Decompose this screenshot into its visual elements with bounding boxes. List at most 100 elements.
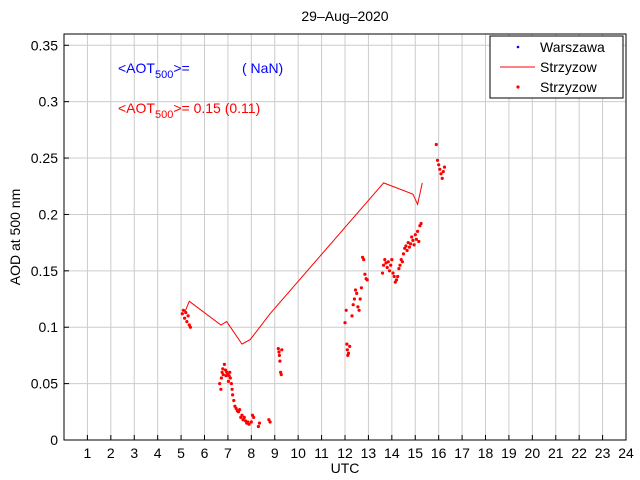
data-point-strzyzow bbox=[413, 233, 417, 237]
x-tick-label: 24 bbox=[618, 445, 634, 461]
data-point-strzyzow bbox=[277, 353, 281, 357]
data-point-strzyzow bbox=[184, 311, 188, 315]
data-point-strzyzow bbox=[439, 172, 443, 176]
data-point-strzyzow bbox=[231, 393, 235, 397]
y-tick-label: 0.25 bbox=[31, 150, 58, 166]
data-point-strzyzow bbox=[188, 325, 192, 329]
data-point-strzyzow bbox=[226, 379, 230, 383]
x-tick-label: 22 bbox=[571, 445, 587, 461]
annotation-warszawa: <AOT500>= bbox=[118, 60, 190, 81]
y-tick-label: 0.35 bbox=[31, 37, 58, 53]
data-point-strzyzow bbox=[242, 415, 246, 419]
data-point-strzyzow bbox=[410, 235, 414, 239]
grid bbox=[64, 34, 627, 441]
data-point-strzyzow bbox=[356, 305, 360, 309]
x-tick-label: 17 bbox=[454, 445, 470, 461]
data-point-strzyzow bbox=[362, 258, 366, 262]
data-point-strzyzow bbox=[442, 165, 447, 169]
annotation-strzyzow-prefix: <AOT bbox=[118, 100, 155, 116]
data-point-strzyzow bbox=[278, 359, 282, 363]
data-point-strzyzow bbox=[232, 398, 236, 403]
data-point-strzyzow bbox=[387, 269, 392, 273]
data-point-strzyzow bbox=[247, 422, 251, 426]
x-tick-label: 9 bbox=[271, 445, 279, 461]
y-tick-label: 0.1 bbox=[39, 319, 59, 335]
y-axis: 0 0.05 0.1 0.15 0.2 0.25 0.3 0.35 bbox=[31, 37, 69, 448]
data-point-strzyzow bbox=[363, 272, 367, 276]
x-tick-label: 19 bbox=[501, 445, 517, 461]
data-point-strzyzow bbox=[398, 263, 402, 267]
x-tick-label: 10 bbox=[290, 445, 306, 461]
x-tick-label: 21 bbox=[548, 445, 564, 461]
data-point-strzyzow bbox=[406, 241, 410, 245]
annotation-warszawa-suffix: >= bbox=[173, 60, 189, 76]
data-point-strzyzow bbox=[219, 376, 223, 380]
data-point-strzyzow bbox=[386, 260, 390, 264]
x-tick-label: 11 bbox=[314, 445, 329, 461]
annotation-strzyzow-sub: 500 bbox=[155, 109, 173, 121]
data-point-strzyzow bbox=[435, 158, 440, 162]
x-tick-label: 6 bbox=[201, 445, 209, 461]
x-tick-label: 4 bbox=[154, 445, 162, 461]
data-point-strzyzow bbox=[219, 387, 223, 391]
x-tick-label: 14 bbox=[384, 445, 400, 461]
data-point-strzyzow bbox=[385, 265, 389, 270]
data-point-strzyzow bbox=[397, 267, 401, 271]
data-point-strzyzow bbox=[252, 415, 256, 419]
data-point-strzyzow bbox=[353, 288, 358, 292]
y-axis-title: AOD at 500 nm bbox=[7, 189, 23, 286]
data-point-strzyzow bbox=[441, 170, 445, 174]
data-point-strzyzow bbox=[394, 278, 399, 282]
data-point-strzyzow bbox=[181, 308, 185, 312]
data-point-strzyzow bbox=[221, 373, 225, 377]
data-point-strzyzow bbox=[404, 244, 408, 248]
annotation-strzyzow: <AOT500>= 0.15 (0.11) bbox=[118, 100, 260, 121]
data-point-strzyzow bbox=[186, 314, 190, 318]
annotation-strzyzow-suffix: >= 0.15 (0.11) bbox=[173, 100, 260, 116]
data-point-strzyzow bbox=[390, 258, 394, 262]
data-point-strzyzow bbox=[350, 314, 354, 318]
data-point-strzyzow bbox=[438, 167, 442, 171]
data-point-strzyzow bbox=[228, 370, 232, 374]
annotation-warszawa-prefix: <AOT bbox=[118, 60, 155, 76]
data-point-strzyzow bbox=[343, 321, 347, 325]
data-point-strzyzow bbox=[229, 382, 233, 386]
y-tick-label: 0.2 bbox=[39, 206, 59, 222]
data-point-strzyzow bbox=[411, 238, 415, 242]
y-tick-label: 0.15 bbox=[31, 263, 58, 279]
data-point-strzyzow bbox=[279, 373, 283, 377]
annotation-warszawa-value: ( NaN) bbox=[242, 60, 283, 76]
data-point-strzyzow bbox=[383, 258, 387, 262]
data-point-strzyzow bbox=[185, 320, 189, 324]
data-point-strzyzow bbox=[440, 176, 444, 180]
y-tick-label: 0.05 bbox=[31, 376, 58, 392]
x-tick-label: 16 bbox=[431, 445, 447, 461]
data-point-strzyzow bbox=[249, 420, 253, 424]
data-point-strzyzow bbox=[276, 347, 280, 351]
data-point-strzyzow bbox=[345, 342, 349, 346]
legend-marker-warszawa bbox=[516, 45, 520, 49]
data-point-strzyzow bbox=[434, 142, 438, 147]
legend: Warszawa Strzyzow Strzyzow bbox=[489, 35, 624, 99]
x-axis: 1 2 3 4 5 6 7 8 9 10 11 12 13 14 15 16 17 18 19 20 21 22 23 24 bbox=[84, 435, 634, 461]
x-tick-label: 15 bbox=[407, 445, 423, 461]
x-tick-label: 23 bbox=[595, 445, 611, 461]
data-point-strzyzow bbox=[238, 408, 242, 412]
data-point-strzyzow bbox=[351, 303, 355, 307]
series-line-strzyzow bbox=[184, 182, 423, 345]
data-point-strzyzow bbox=[268, 420, 272, 424]
data-point-strzyzow bbox=[183, 316, 187, 320]
y-tick-label: 0 bbox=[50, 432, 58, 448]
data-point-strzyzow bbox=[357, 308, 361, 312]
legend-label-warszawa: Warszawa bbox=[540, 39, 605, 55]
data-point-strzyzow bbox=[222, 362, 226, 366]
data-point-strzyzow bbox=[437, 163, 441, 167]
x-tick-label: 8 bbox=[247, 445, 255, 461]
data-point-strzyzow bbox=[355, 291, 359, 295]
y-tick-label: 0.3 bbox=[39, 94, 59, 110]
data-point-strzyzow bbox=[400, 260, 404, 264]
data-point-strzyzow bbox=[417, 239, 421, 244]
data-point-strzyzow bbox=[391, 271, 395, 275]
chart-title: 29–Aug–2020 bbox=[301, 8, 388, 24]
x-tick-label: 5 bbox=[177, 445, 185, 461]
